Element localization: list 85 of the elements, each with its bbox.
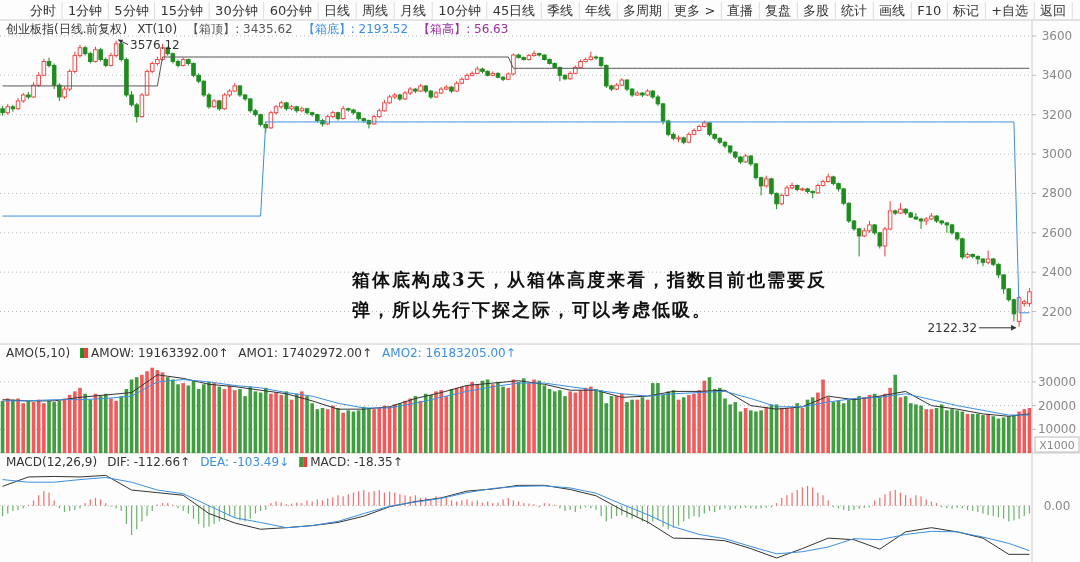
annotation: 3576.12	[130, 37, 180, 52]
bar	[506, 387, 511, 453]
bar	[635, 399, 640, 453]
text: 多周期	[623, 3, 663, 18]
text: 1分钟	[68, 3, 103, 18]
text: 分时	[30, 3, 56, 18]
legend-title: AMO(5,10)	[6, 346, 71, 360]
text: 画线	[879, 3, 906, 18]
y-tick-label: 2400	[1041, 265, 1073, 280]
bar	[119, 396, 124, 453]
y-tick-label: 3400	[1041, 68, 1073, 83]
text: 复盘	[765, 3, 792, 18]
bar	[263, 387, 268, 453]
text: 5分钟	[114, 3, 149, 18]
text: 月线	[400, 3, 427, 18]
legend-title: MACD(12,26,9)	[6, 455, 98, 469]
text: 10分钟	[438, 3, 481, 18]
y-tick-label: 2600	[1041, 225, 1073, 240]
text: 年线	[585, 3, 612, 18]
text: 30分钟	[215, 3, 258, 18]
bar	[331, 405, 335, 453]
series-label: DIF: -112.66↑	[107, 455, 191, 469]
annotation: 2122.32	[927, 320, 978, 335]
text: 统计	[841, 3, 868, 18]
text: 标记	[952, 3, 980, 18]
bar	[341, 412, 345, 453]
bar	[795, 403, 800, 453]
bar	[11, 399, 15, 453]
bar	[619, 393, 624, 453]
text: 15分钟	[160, 3, 204, 18]
bar	[893, 374, 898, 453]
y-tick-label: 30000	[1037, 374, 1077, 389]
text: 周线	[362, 3, 389, 18]
y-tick-label: 10000	[1037, 422, 1077, 437]
text: 直播	[727, 3, 754, 18]
bar	[212, 383, 216, 453]
series-label: 【箱顶】: 3435.62	[187, 22, 293, 36]
y-tick-label: 3200	[1041, 107, 1073, 122]
bar	[294, 393, 299, 453]
bar	[810, 397, 815, 453]
bar	[764, 406, 769, 453]
text: 45日线	[492, 3, 536, 18]
bar	[589, 386, 593, 453]
y-tick-label: 2800	[1041, 186, 1073, 201]
legend-label: MACD: -18.35↑	[310, 455, 403, 469]
text: 更多 >	[674, 3, 716, 18]
bar	[392, 404, 397, 453]
text: 日线	[324, 3, 351, 18]
text: 60分钟	[269, 3, 313, 18]
y-tick-label: 20000	[1037, 398, 1077, 413]
bar	[490, 384, 495, 453]
bar	[103, 393, 108, 453]
y-tick-label: 3000	[1041, 147, 1073, 162]
y-tick-label: 3600	[1041, 28, 1073, 43]
legend-label: AMOW: 19163392.00↑	[91, 346, 229, 360]
text: AMO1: 17402972.00↑	[238, 346, 373, 360]
series-label: AMO2: 16183205.00↑	[382, 346, 516, 360]
text: 0.00	[1043, 498, 1071, 513]
annotation: 箱体底构成3天，从箱体高度来看，指数目前也需要反弹，所以先行下探之际，可以考虑低吸。	[351, 269, 827, 320]
bar	[232, 390, 237, 453]
bar	[181, 383, 185, 453]
text: +自选	[991, 3, 1029, 18]
bar	[134, 377, 139, 453]
text: DEA: -103.49↓	[200, 455, 290, 469]
chart-title: 创业板指(日线.前复权)	[6, 22, 128, 36]
bar	[521, 378, 526, 453]
bar	[537, 380, 542, 453]
bar	[986, 413, 990, 453]
bar	[877, 396, 882, 453]
bar	[336, 407, 340, 453]
text: 返回	[1040, 3, 1067, 18]
text: F10	[917, 3, 942, 18]
bar	[83, 393, 87, 453]
bar	[924, 409, 929, 453]
bar	[398, 403, 402, 453]
y-tick-label: 2200	[1041, 304, 1073, 319]
text: X1000	[1039, 439, 1075, 452]
text: 【箱底】: 2193.52	[302, 22, 409, 36]
text: 多股	[803, 3, 830, 18]
bar	[300, 391, 304, 453]
bar	[568, 391, 572, 453]
legend-title: XT(10)	[137, 22, 178, 36]
text: 季线	[547, 3, 574, 18]
bar	[681, 397, 686, 453]
annotation: 【箱高】: 56.63	[418, 22, 509, 36]
